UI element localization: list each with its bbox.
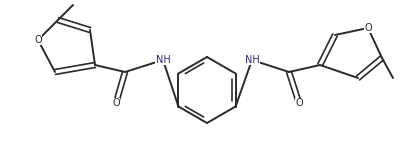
Text: O: O [34,35,42,45]
Text: O: O [112,98,119,108]
Text: NH: NH [155,55,170,65]
Text: NH: NH [244,55,259,65]
Text: O: O [294,98,302,108]
Text: O: O [363,23,371,33]
